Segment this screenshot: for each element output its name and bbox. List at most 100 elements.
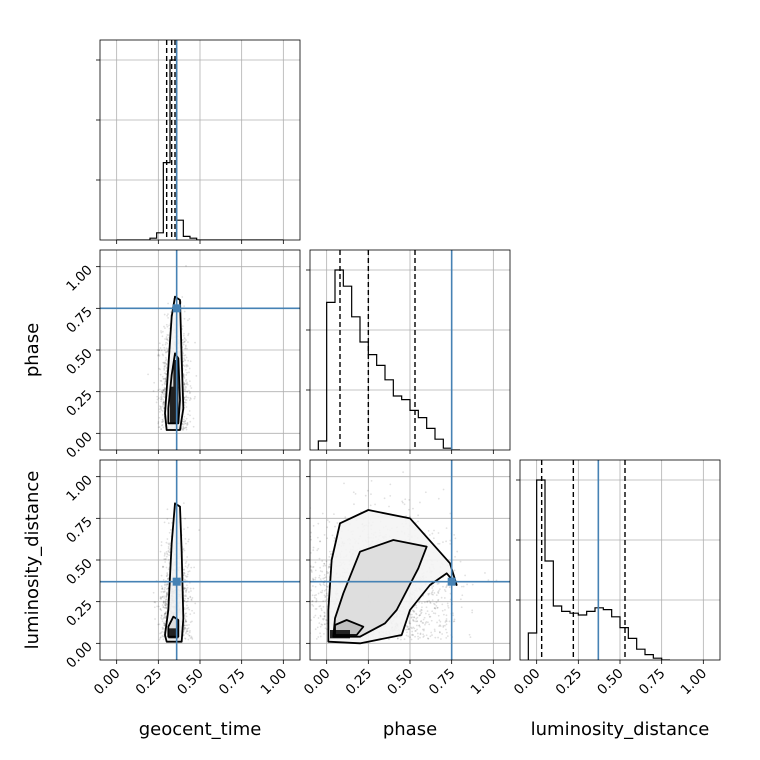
scatter-point [182, 428, 184, 430]
scatter-point [444, 621, 447, 623]
hist-panel-luminosity_distance: 0.00 0.25 0.50 0.75 1.00 [511, 459, 721, 699]
scatter-point [325, 592, 328, 595]
hist-panel-geocent_time [96, 39, 301, 244]
scatter-point [303, 551, 305, 553]
scatter-point [432, 612, 435, 615]
scatter-point [163, 392, 166, 395]
scatter-point [314, 628, 317, 631]
scatter-point [163, 362, 166, 365]
scatter-point [284, 550, 286, 552]
scatter-point [164, 558, 167, 561]
scatter-point [295, 618, 297, 620]
scatter-point [162, 407, 165, 409]
scatter-point [253, 627, 255, 629]
scatter-point [186, 575, 189, 578]
scatter-point [422, 622, 425, 624]
scatter-point [430, 619, 433, 622]
scatter-point [431, 599, 434, 601]
scatter-point [166, 538, 169, 540]
x-tick-label: 0.50 [174, 666, 207, 699]
scatter-point [437, 598, 440, 601]
scatter-point [161, 588, 164, 591]
scatter-point [304, 622, 306, 624]
x-tick-label: 0.00 [511, 666, 544, 699]
scatter-point [310, 569, 313, 571]
scatter-point [314, 585, 317, 588]
scatter-point [442, 541, 444, 544]
scatter-point [161, 335, 164, 338]
scatter-point [243, 632, 245, 634]
scatter-point [420, 620, 423, 622]
scatter-point [353, 503, 355, 506]
scatter-point [162, 627, 165, 630]
scatter-point [165, 341, 167, 344]
scatter-point [319, 584, 322, 587]
scatter-point [402, 471, 405, 474]
scatter-point [182, 334, 185, 337]
scatter-point [161, 418, 164, 421]
scatter-point [184, 619, 187, 622]
scatter-point [186, 584, 188, 587]
scatter-point [183, 317, 186, 320]
scatter-point [437, 591, 439, 593]
scatter-point [184, 637, 186, 640]
scatter-point [419, 632, 422, 635]
scatter-point [186, 390, 189, 393]
scatter-point [162, 398, 164, 401]
scatter-point [163, 382, 166, 385]
scatter-point [167, 313, 169, 316]
scatter-point [190, 635, 193, 638]
scatter-point [188, 591, 190, 593]
scatter-point [163, 369, 166, 371]
scatter-point [183, 383, 186, 386]
scatter-point [421, 606, 423, 609]
scatter-point [369, 504, 372, 507]
scatter-point [188, 631, 191, 634]
scatter-point [419, 633, 422, 636]
scatter-point [420, 612, 422, 615]
scatter-point [163, 349, 166, 352]
scatter-point [410, 634, 413, 636]
scatter-point [327, 571, 330, 574]
scatter-point [183, 628, 186, 631]
scatter-point [159, 608, 162, 610]
scatter-point [183, 383, 186, 386]
scatter-point [185, 624, 187, 627]
density-panel-geocent_time-phase: 0.000.250.500.751.00 [63, 249, 301, 461]
scatter-point [408, 498, 411, 501]
scatter-point [183, 305, 186, 308]
scatter-point [194, 395, 196, 398]
scatter-point [319, 540, 322, 543]
scatter-point [167, 577, 170, 580]
scatter-point [184, 574, 187, 577]
scatter-point [417, 635, 419, 638]
scatter-point [166, 583, 168, 586]
scatter-point [186, 586, 189, 589]
scatter-point [184, 385, 187, 388]
y-tick-label: 0.25 [63, 387, 96, 420]
scatter-point [186, 371, 188, 374]
scatter-point [181, 296, 184, 298]
scatter-point [184, 338, 186, 340]
scatter-point [162, 401, 165, 404]
scatter-point [415, 624, 418, 627]
scatter-point [183, 383, 186, 386]
scatter-point [412, 619, 414, 622]
scatter-point [263, 583, 265, 585]
scatter-point [319, 578, 322, 581]
scatter-point [315, 599, 318, 602]
scatter-point [189, 420, 192, 423]
scatter-point [438, 589, 440, 592]
y-tick-label: 0.75 [63, 514, 96, 547]
x-tick-label: 0.50 [594, 666, 627, 699]
scatter-point [159, 597, 162, 600]
scatter-point [300, 588, 302, 590]
scatter-point [331, 534, 334, 537]
scatter-point [454, 537, 457, 540]
scatter-point [183, 388, 186, 390]
scatter-point [161, 634, 164, 637]
scatter-point [312, 565, 315, 568]
scatter-point [310, 566, 312, 568]
scatter-point [163, 366, 166, 368]
